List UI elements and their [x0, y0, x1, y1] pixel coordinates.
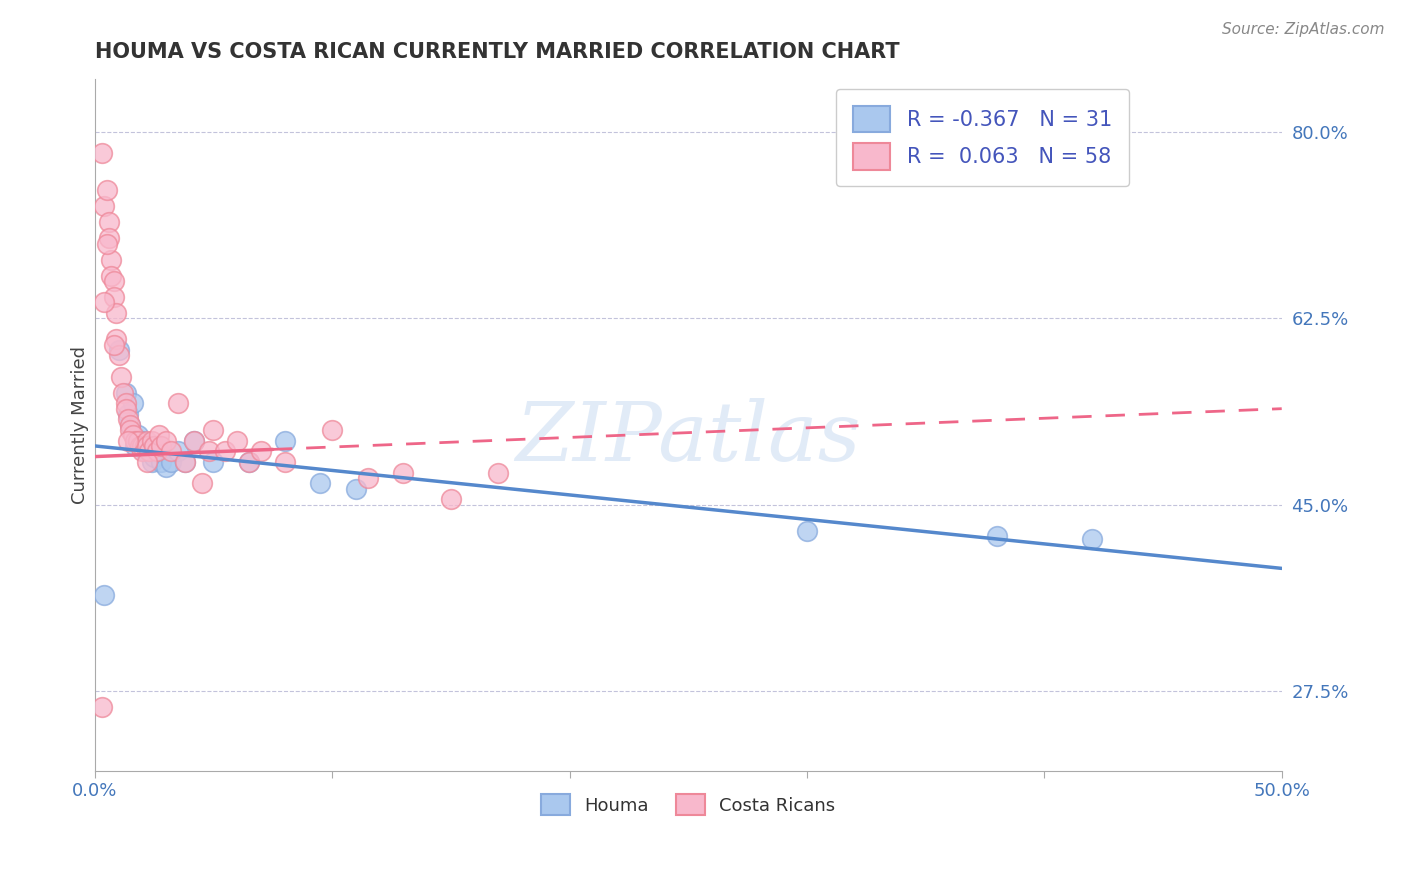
- Point: [129, 439, 152, 453]
- Point: [96, 236, 118, 251]
- Point: [103, 338, 125, 352]
- Point: [174, 455, 197, 469]
- Point: [273, 434, 295, 448]
- Point: [155, 434, 177, 448]
- Point: [107, 343, 129, 357]
- Point: [117, 412, 139, 426]
- Point: [143, 439, 166, 453]
- Point: [145, 439, 167, 453]
- Text: Source: ZipAtlas.com: Source: ZipAtlas.com: [1222, 22, 1385, 37]
- Point: [127, 434, 149, 448]
- Point: [226, 434, 249, 448]
- Point: [141, 455, 163, 469]
- Point: [117, 407, 139, 421]
- Text: ZIPatlas: ZIPatlas: [516, 399, 860, 478]
- Point: [121, 428, 143, 442]
- Point: [238, 455, 260, 469]
- Point: [145, 444, 167, 458]
- Point: [136, 434, 159, 448]
- Point: [90, 146, 112, 161]
- Point: [357, 471, 380, 485]
- Point: [110, 369, 132, 384]
- Point: [136, 439, 159, 453]
- Point: [136, 439, 159, 453]
- Y-axis label: Currently Married: Currently Married: [72, 345, 89, 504]
- Point: [183, 434, 205, 448]
- Point: [250, 444, 273, 458]
- Point: [127, 428, 149, 442]
- Point: [131, 444, 153, 458]
- Point: [183, 434, 205, 448]
- Point: [167, 444, 190, 458]
- Legend: Houma, Costa Ricans: Houma, Costa Ricans: [531, 785, 845, 824]
- Point: [321, 423, 343, 437]
- Point: [159, 455, 181, 469]
- Point: [98, 231, 121, 245]
- Point: [159, 444, 181, 458]
- Point: [148, 428, 170, 442]
- Point: [309, 476, 332, 491]
- Point: [155, 460, 177, 475]
- Point: [986, 529, 1008, 543]
- Point: [150, 455, 173, 469]
- Point: [150, 439, 173, 453]
- Point: [120, 417, 142, 432]
- Point: [214, 444, 236, 458]
- Point: [141, 434, 163, 448]
- Point: [114, 385, 136, 400]
- Point: [103, 290, 125, 304]
- Point: [96, 183, 118, 197]
- Point: [344, 482, 367, 496]
- Point: [190, 476, 212, 491]
- Point: [131, 439, 153, 453]
- Point: [129, 434, 152, 448]
- Point: [90, 699, 112, 714]
- Point: [105, 333, 128, 347]
- Point: [105, 306, 128, 320]
- Point: [796, 524, 818, 538]
- Point: [124, 439, 146, 453]
- Point: [134, 444, 156, 458]
- Point: [238, 455, 260, 469]
- Point: [202, 423, 225, 437]
- Point: [93, 199, 115, 213]
- Point: [197, 444, 219, 458]
- Point: [107, 348, 129, 362]
- Point: [143, 450, 166, 464]
- Point: [174, 455, 197, 469]
- Point: [134, 439, 156, 453]
- Point: [138, 444, 160, 458]
- Point: [136, 455, 159, 469]
- Point: [121, 396, 143, 410]
- Point: [117, 434, 139, 448]
- Point: [93, 295, 115, 310]
- Point: [440, 492, 463, 507]
- Point: [273, 455, 295, 469]
- Point: [148, 444, 170, 458]
- Point: [114, 396, 136, 410]
- Point: [124, 434, 146, 448]
- Point: [131, 434, 153, 448]
- Point: [114, 401, 136, 416]
- Point: [100, 252, 122, 267]
- Point: [392, 466, 415, 480]
- Text: HOUMA VS COSTA RICAN CURRENTLY MARRIED CORRELATION CHART: HOUMA VS COSTA RICAN CURRENTLY MARRIED C…: [94, 42, 900, 62]
- Point: [93, 588, 115, 602]
- Point: [1081, 532, 1104, 546]
- Point: [98, 215, 121, 229]
- Point: [100, 268, 122, 283]
- Point: [120, 423, 142, 437]
- Point: [112, 385, 135, 400]
- Point: [120, 417, 142, 432]
- Point: [486, 466, 509, 480]
- Point: [202, 455, 225, 469]
- Point: [138, 444, 160, 458]
- Point: [103, 274, 125, 288]
- Point: [167, 396, 190, 410]
